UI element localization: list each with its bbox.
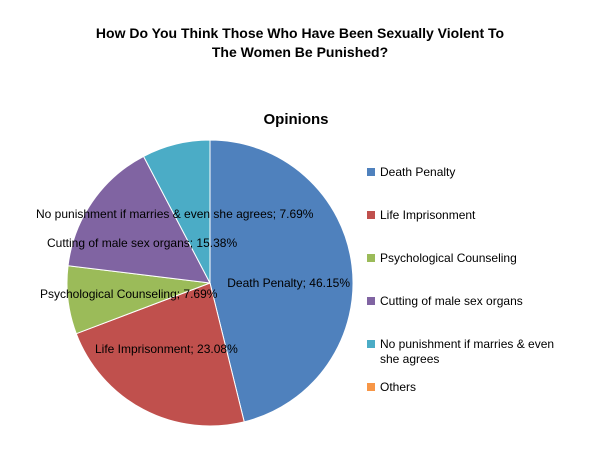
- pie-slice-labels: Death Penalty; 46.15% Life Imprisonment; …: [36, 207, 350, 356]
- data-label-cutting-of-male-sex-organs: Cutting of male sex organs; 15.38%: [47, 236, 237, 250]
- legend-item-no-punishment-if-marries-and-even-she-agrees: No punishment if marries & even she agree…: [367, 337, 554, 366]
- chart-title: Opinions: [264, 111, 329, 128]
- data-label-no-punishment-if-marries-and-even-she-agrees: No punishment if marries & even she agre…: [36, 207, 314, 221]
- legend-label-life-imprisonment: Life Imprisonment: [380, 208, 476, 222]
- legend: Death Penalty Life Imprisonment Psychologi…: [367, 165, 554, 394]
- pie-slice-no-punishment-if-marries-and-even-she-agrees: [142, 139, 211, 284]
- legend-label-cutting-of-male-sex-organs: Cutting of male sex organs: [380, 294, 523, 308]
- legend-item-others: Others: [367, 380, 416, 394]
- pie-slice-life-imprisonment: [75, 282, 245, 427]
- legend-label-death-penalty: Death Penalty: [380, 165, 455, 179]
- legend-item-death-penalty: Death Penalty: [367, 165, 455, 179]
- legend-label-others: Others: [380, 380, 416, 394]
- data-label-death-penalty: Death Penalty; 46.15%: [227, 276, 350, 290]
- legend-swatch-psychological-counseling: [367, 254, 375, 262]
- main-title-line-1: How Do You Think Those Who Have Been Sex…: [95, 25, 505, 41]
- pie-slice-cutting-of-male-sex-organs: [67, 155, 211, 284]
- legend-swatch-death-penalty: [367, 168, 375, 176]
- legend-item-life-imprisonment: Life Imprisonment: [367, 208, 476, 222]
- main-title-line-2: The Women Be Punished?: [211, 44, 389, 60]
- pie-slices: [66, 139, 354, 427]
- legend-label-no-punishment-if-marries-and-even-she-agrees: No punishment if marries & even she agree…: [380, 337, 554, 366]
- legend-swatch-life-imprisonment: [367, 211, 375, 219]
- legend-swatch-others: [367, 383, 375, 391]
- data-label-life-imprisonment: Life Imprisonment; 23.08%: [95, 342, 238, 356]
- legend-item-cutting-of-male-sex-organs: Cutting of male sex organs: [367, 294, 523, 308]
- legend-item-psychological-counseling: Psychological Counseling: [367, 251, 517, 265]
- legend-swatch-no-punishment-if-marries-and-even-she-agrees: [367, 340, 375, 348]
- data-label-psychological-counseling: Psychological Counseling; 7.69%: [40, 287, 218, 301]
- legend-label-psychological-counseling: Psychological Counseling: [380, 251, 517, 265]
- pie-slice-death-penalty: [209, 139, 354, 423]
- legend-swatch-cutting-of-male-sex-organs: [367, 297, 375, 305]
- main-title: How Do You Think Those Who Have Been Sex…: [0, 24, 600, 62]
